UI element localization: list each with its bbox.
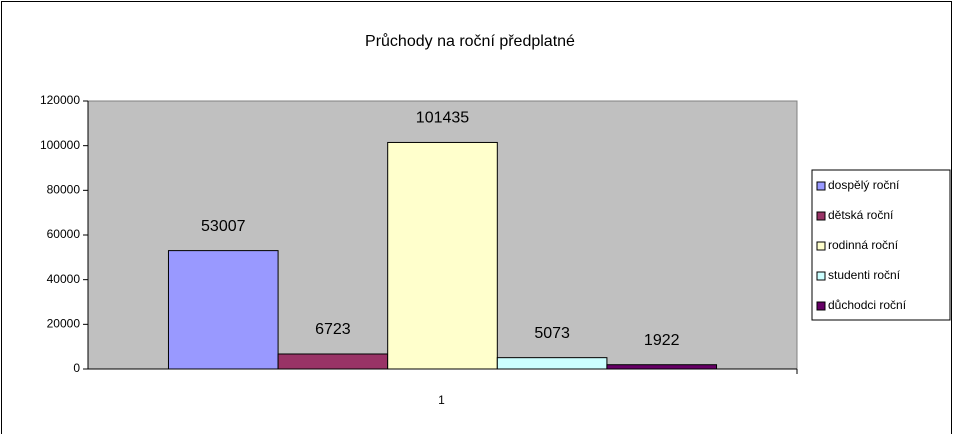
data-label: 6723	[315, 321, 351, 338]
y-tick-label: 120000	[40, 93, 80, 107]
legend-swatch	[816, 271, 826, 281]
bar	[167, 250, 279, 370]
legend-swatch	[816, 241, 826, 251]
data-label: 53007	[201, 218, 246, 235]
x-tick-label: 1	[438, 393, 445, 407]
bar	[606, 364, 718, 370]
legend-swatch	[816, 301, 826, 311]
data-label: 101435	[416, 110, 469, 127]
bar	[496, 357, 608, 370]
y-tick-label: 40000	[47, 272, 81, 286]
y-tick-label: 100000	[40, 138, 80, 152]
legend-box	[811, 169, 951, 321]
bar	[277, 353, 389, 370]
y-tick-label: 20000	[47, 317, 81, 331]
data-label: 5073	[534, 325, 570, 342]
legend-label: důchodci roční	[828, 298, 907, 312]
legend-label: rodinná roční	[828, 238, 899, 252]
y-tick-label: 0	[73, 361, 80, 375]
legend-swatch	[816, 181, 826, 191]
y-tick-label: 80000	[47, 183, 81, 197]
chart-title: Průchody na roční předplatné	[365, 32, 575, 50]
bar	[387, 141, 498, 370]
legend-label: dětská roční	[828, 208, 894, 222]
legend-label: studenti roční	[828, 268, 901, 282]
legend-label: dospělý roční	[828, 178, 900, 192]
legend-swatch	[816, 211, 826, 221]
data-label: 1922	[644, 332, 680, 349]
y-tick-label: 60000	[47, 227, 81, 241]
